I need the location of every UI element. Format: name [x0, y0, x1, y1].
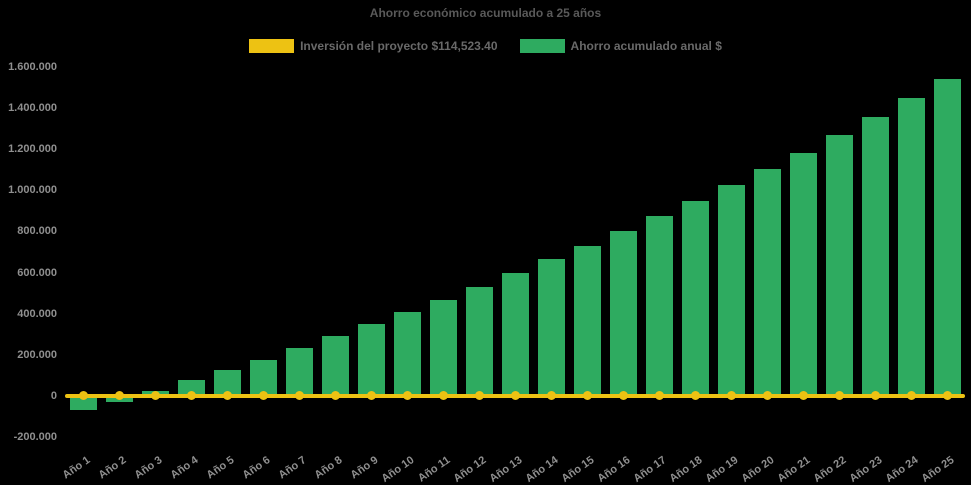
investment-line-marker: [762, 391, 772, 401]
bar-año-9: [357, 324, 385, 396]
bar-año-18: [681, 201, 709, 396]
investment-line-marker: [654, 391, 664, 401]
legend-label-savings: Ahorro acumulado anual $: [570, 39, 722, 53]
x-axis-tick-label: Año 3: [132, 454, 165, 482]
investment-line-marker: [474, 391, 484, 401]
investment-line-marker: [510, 391, 520, 401]
bar-año-20: [753, 168, 781, 396]
bar-año-16: [609, 231, 637, 396]
bar-año-13: [501, 273, 529, 396]
chart-title: Ahorro económico acumulado a 25 años: [369, 6, 602, 20]
plot-area: [65, 67, 965, 437]
investment-line-marker: [294, 391, 304, 401]
x-axis-tick-label: Año 12: [451, 454, 489, 485]
legend-item-investment: Inversión del proyecto $114,523.40: [249, 39, 498, 53]
legend-item-savings: Ahorro acumulado anual $: [519, 39, 722, 53]
x-axis-tick-label: Año 10: [379, 454, 417, 485]
y-axis-tick-label: -200.000: [13, 431, 57, 443]
bar-año-1: [69, 395, 97, 411]
x-axis-tick-label: Año 19: [703, 454, 741, 485]
x-axis-tick-label: Año 20: [739, 454, 777, 485]
investment-line-marker: [798, 391, 808, 401]
y-axis-tick-label: 1.200.000: [8, 143, 57, 156]
x-axis-tick-label: Año 25: [919, 454, 957, 485]
bar-año-10: [393, 312, 421, 396]
investment-line-marker: [258, 391, 268, 401]
bar-año-7: [285, 347, 313, 396]
investment-line-marker: [150, 391, 160, 401]
x-axis-tick-label: Año 16: [595, 454, 633, 485]
investment-line-marker: [726, 391, 736, 401]
x-axis-tick-label: Año 21: [775, 454, 813, 485]
bar-año-8: [321, 335, 349, 396]
x-axis-tick-label: Año 4: [168, 454, 201, 482]
x-axis-tick-label: Año 14: [523, 454, 561, 485]
bar-año-21: [789, 152, 817, 396]
bar-año-19: [717, 184, 745, 396]
x-axis-tick-label: Año 2: [96, 454, 129, 482]
bar-año-11: [429, 299, 457, 396]
y-axis-tick-label: 800.000: [17, 225, 57, 238]
investment-line-marker: [906, 391, 916, 401]
y-axis-tick-label: 0: [50, 389, 57, 402]
bar-año-25: [933, 79, 961, 396]
x-axis-tick-label: Año 23: [847, 454, 885, 485]
y-axis-tick-label: 1.000.000: [8, 184, 57, 197]
bar-año-23: [861, 117, 889, 396]
investment-line-marker: [690, 391, 700, 401]
x-axis-tick-label: Año 22: [811, 454, 849, 485]
investment-line-marker: [330, 391, 340, 401]
bar-año-14: [537, 259, 565, 396]
investment-line-marker: [438, 391, 448, 401]
x-axis-tick-label: Año 15: [559, 454, 597, 485]
bar-año-17: [645, 216, 673, 396]
x-axis-tick-label: Año 13: [487, 454, 525, 485]
investment-line-marker: [366, 391, 376, 401]
x-axis-tick-label: Año 11: [416, 454, 453, 485]
y-axis-tick-label: 600.000: [17, 266, 57, 279]
x-axis-tick-label: Año 8: [312, 454, 345, 482]
x-axis-tick-label: Año 9: [348, 454, 381, 482]
x-axis-tick-label: Año 7: [276, 454, 309, 482]
investment-line-marker: [834, 391, 844, 401]
legend-label-investment: Inversión del proyecto $114,523.40: [300, 39, 498, 53]
investment-color-swatch: [249, 39, 295, 53]
investment-line-marker: [618, 391, 628, 401]
bar-año-12: [465, 286, 493, 396]
y-axis-tick-label: 1.600.000: [8, 61, 57, 73]
investment-line-marker: [114, 391, 124, 401]
investment-line-marker: [222, 391, 232, 401]
investment-line-marker: [186, 391, 196, 401]
legend: Inversión del proyecto $114,523.40 Ahorr…: [0, 39, 971, 53]
y-axis-tick-label: 200.000: [17, 348, 57, 361]
y-axis-tick-label: 1.400.000: [8, 102, 57, 115]
bar-año-24: [897, 98, 925, 396]
savings-color-swatch: [519, 39, 565, 53]
investment-line-marker: [78, 391, 88, 401]
investment-line-marker: [546, 391, 556, 401]
bar-año-6: [249, 359, 277, 396]
x-axis-tick-label: Año 1: [60, 454, 93, 482]
bar-año-15: [573, 246, 601, 396]
x-axis-tick-label: Año 24: [883, 454, 921, 485]
investment-line-marker: [582, 391, 592, 401]
x-axis-tick-label: Año 18: [667, 454, 705, 485]
x-axis-tick-label: Año 17: [631, 454, 669, 485]
bar-año-22: [825, 134, 853, 396]
investment-line-marker: [942, 391, 952, 401]
x-axis-tick-label: Año 5: [204, 454, 237, 482]
investment-line-marker: [870, 391, 880, 401]
investment-line-marker: [402, 391, 412, 401]
bar-año-4: [177, 380, 205, 396]
x-axis-tick-label: Año 6: [240, 454, 273, 482]
y-axis-tick-label: 400.000: [17, 307, 57, 320]
